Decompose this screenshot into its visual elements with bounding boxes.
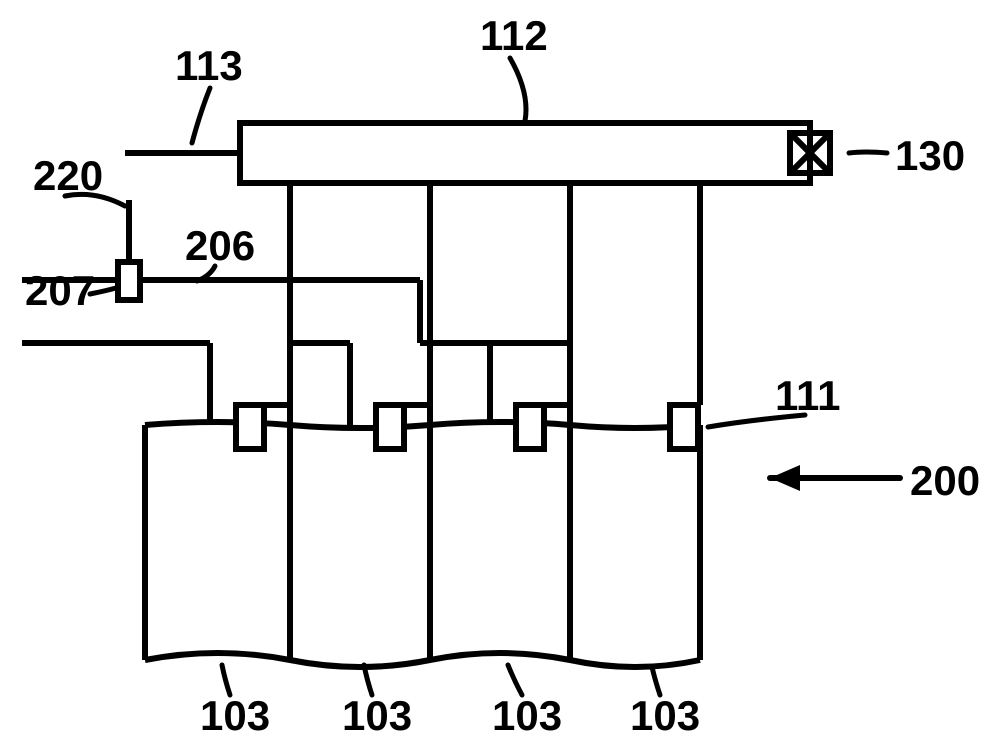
- label-103_2: 103: [342, 692, 412, 739]
- label-103_4: 103: [630, 692, 700, 739]
- injector: [236, 405, 264, 449]
- label-130: 130: [895, 132, 965, 179]
- leader-103_1: [222, 665, 230, 695]
- rail-feed-lines: [250, 183, 700, 409]
- leader-103_4: [652, 667, 660, 695]
- reference-arrow-200: [770, 465, 900, 491]
- label-112: 112: [480, 12, 548, 59]
- intake-manifold: [22, 280, 570, 425]
- leader-103_3: [508, 665, 522, 695]
- label-103_3: 103: [492, 692, 562, 739]
- label-113: 113: [175, 42, 243, 89]
- label-111: 111: [775, 372, 840, 419]
- leader-130: [849, 152, 887, 153]
- pfi-injector-207: [118, 262, 140, 300]
- injector: [670, 405, 698, 449]
- cylinder-block: [145, 422, 700, 667]
- leader-112: [510, 58, 526, 121]
- label-220: 220: [33, 152, 103, 199]
- label-206: 206: [185, 222, 255, 269]
- label-200: 200: [910, 457, 980, 504]
- fuel-rail: [240, 123, 810, 183]
- label-207: 207: [25, 267, 95, 314]
- label-103_1: 103: [200, 692, 270, 739]
- injector: [516, 405, 544, 449]
- engine-schematic: 111 112 113 130 200 206 207 220 103 103 103 103: [0, 0, 1000, 740]
- leader-113: [192, 88, 210, 143]
- injector: [376, 405, 404, 449]
